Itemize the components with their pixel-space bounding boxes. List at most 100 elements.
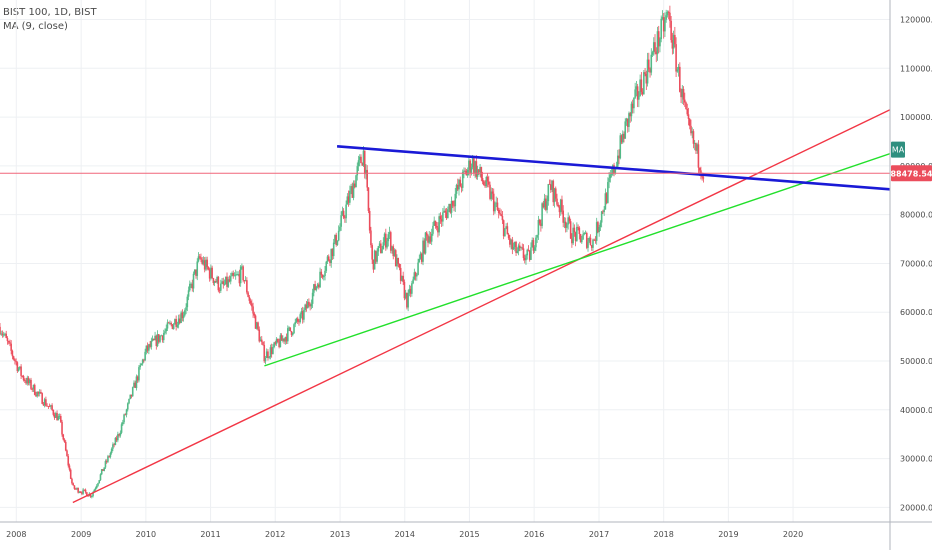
candle-body xyxy=(514,241,516,247)
candle-body xyxy=(533,247,536,251)
candle-body xyxy=(105,461,108,462)
y-axis[interactable]: 20000.00 30000.00 40000.00 50000.00 60000.00… xyxy=(889,0,932,550)
candle-body xyxy=(500,214,502,216)
candle-body xyxy=(409,288,412,294)
candle-body xyxy=(177,318,180,326)
candle-body xyxy=(545,198,547,210)
candle-body xyxy=(608,178,610,183)
candle-body xyxy=(648,59,650,70)
candle-body xyxy=(335,234,337,245)
x-tick-label: 2009 xyxy=(71,530,91,539)
candle-body xyxy=(130,394,133,397)
candle-body xyxy=(623,133,625,139)
candle-body xyxy=(133,382,135,388)
candle-body xyxy=(501,215,504,221)
candle-body xyxy=(86,492,88,496)
candle-body xyxy=(681,88,684,98)
candle-body xyxy=(287,328,289,342)
candle-body xyxy=(693,143,696,144)
candle-body xyxy=(14,359,16,362)
candle-body xyxy=(210,267,212,279)
x-tick-label: 2018 xyxy=(654,530,674,539)
candle-body xyxy=(621,133,624,143)
candle-body xyxy=(223,284,226,285)
x-axis[interactable]: 2008 2009 2010 2011 2012 2013 2014 2015 2016 2017… xyxy=(0,521,932,539)
candle-body xyxy=(181,312,184,319)
candle-body xyxy=(162,333,165,341)
candle-body xyxy=(389,232,392,251)
candle-body xyxy=(332,242,335,257)
candle-body xyxy=(600,211,603,223)
candle-body xyxy=(222,281,225,285)
candle-body xyxy=(295,318,298,322)
candle-body xyxy=(229,276,232,282)
candle-body xyxy=(639,79,641,97)
candle-body xyxy=(346,196,349,205)
candle-body xyxy=(672,34,675,49)
candle-body xyxy=(592,239,594,248)
candle-body xyxy=(506,226,509,235)
price-tags: 88478.54 MA xyxy=(890,141,932,182)
candle-body xyxy=(510,239,512,245)
candle-body xyxy=(0,333,3,335)
candle-body xyxy=(628,113,630,127)
candle-body xyxy=(451,200,454,206)
candle-body xyxy=(291,333,294,335)
candle-body xyxy=(682,88,685,100)
candle-body xyxy=(109,452,112,457)
candle-body xyxy=(224,276,227,285)
candle-body xyxy=(306,301,309,309)
x-tick-label: 2013 xyxy=(330,530,350,539)
candle-body xyxy=(83,489,86,491)
candle-body xyxy=(495,202,498,204)
candle-body xyxy=(576,226,578,241)
candle-body xyxy=(167,322,170,324)
candle-body xyxy=(541,203,543,226)
candle-body xyxy=(680,91,682,98)
candle-body xyxy=(676,69,679,72)
candle-body xyxy=(198,256,201,258)
candle-body xyxy=(114,437,117,446)
candle-body xyxy=(641,91,644,95)
candle-body xyxy=(362,150,365,166)
candle-body xyxy=(512,246,515,250)
candle-body xyxy=(535,237,537,248)
candle-body xyxy=(171,324,174,329)
candle-body xyxy=(298,321,300,323)
candle-body xyxy=(216,276,218,283)
candle-body xyxy=(321,274,324,278)
candle-body xyxy=(444,210,447,213)
candle-body xyxy=(588,237,591,242)
candle-body xyxy=(166,322,169,329)
candle-body xyxy=(211,267,213,279)
candle-body xyxy=(516,251,519,253)
candle-body xyxy=(559,199,562,213)
candle-body xyxy=(517,245,520,252)
candle-body xyxy=(27,377,30,384)
candle-body xyxy=(572,227,574,244)
candle-body xyxy=(157,334,160,342)
candle-body xyxy=(419,253,422,259)
y-tick-label: 80000.00 xyxy=(900,211,932,220)
candle-body xyxy=(128,398,130,404)
candle-body xyxy=(189,283,191,291)
candle-body xyxy=(509,238,511,245)
candle-body xyxy=(81,492,83,494)
candle-body xyxy=(308,301,310,305)
candle-body xyxy=(89,493,92,497)
candle-body xyxy=(489,184,491,199)
candle-body xyxy=(5,333,8,338)
candle-body xyxy=(644,72,646,74)
x-tick-label: 2017 xyxy=(589,530,609,539)
candle-body xyxy=(515,241,517,253)
candle-body xyxy=(397,258,400,265)
candle-body xyxy=(435,226,438,228)
candle-body xyxy=(172,324,175,329)
candle-body xyxy=(186,296,189,308)
candle-body xyxy=(433,220,435,226)
candle-body xyxy=(587,241,589,248)
candle-body xyxy=(15,361,17,363)
candle-body xyxy=(77,487,79,493)
candle-body xyxy=(262,341,264,345)
